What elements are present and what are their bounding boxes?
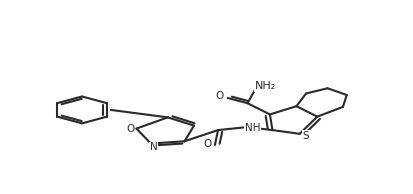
Text: O: O — [126, 124, 134, 134]
Text: S: S — [303, 131, 309, 141]
Text: NH: NH — [245, 123, 260, 133]
Text: NH₂: NH₂ — [255, 81, 276, 91]
Text: N: N — [150, 142, 157, 152]
Text: O: O — [216, 92, 224, 101]
Text: O: O — [204, 139, 212, 149]
